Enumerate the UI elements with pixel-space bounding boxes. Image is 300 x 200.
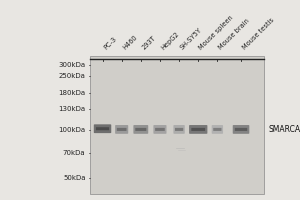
- Text: 180kDa: 180kDa: [58, 90, 85, 96]
- Text: 100kDa: 100kDa: [58, 127, 85, 133]
- FancyBboxPatch shape: [155, 128, 165, 131]
- Text: SMARCA5: SMARCA5: [268, 125, 300, 134]
- Text: 293T: 293T: [141, 35, 157, 51]
- FancyBboxPatch shape: [153, 125, 167, 134]
- FancyBboxPatch shape: [134, 125, 148, 134]
- Text: 70kDa: 70kDa: [63, 150, 86, 156]
- Text: 300kDa: 300kDa: [58, 62, 85, 68]
- Text: HepG2: HepG2: [160, 31, 180, 51]
- FancyBboxPatch shape: [189, 125, 207, 134]
- Text: H460: H460: [122, 34, 138, 51]
- Text: 50kDa: 50kDa: [63, 175, 86, 181]
- FancyBboxPatch shape: [191, 128, 205, 131]
- FancyBboxPatch shape: [235, 128, 247, 131]
- Text: PC-3: PC-3: [103, 36, 118, 51]
- FancyBboxPatch shape: [117, 128, 127, 131]
- FancyBboxPatch shape: [115, 125, 128, 134]
- FancyBboxPatch shape: [175, 128, 183, 131]
- Text: 250kDa: 250kDa: [58, 73, 85, 79]
- FancyBboxPatch shape: [173, 125, 185, 134]
- FancyBboxPatch shape: [94, 124, 111, 133]
- Text: Mouse testis: Mouse testis: [241, 17, 275, 51]
- FancyBboxPatch shape: [233, 125, 249, 134]
- FancyBboxPatch shape: [135, 128, 146, 131]
- Text: 130kDa: 130kDa: [58, 106, 85, 112]
- Text: Mouse brain: Mouse brain: [218, 18, 250, 51]
- Text: Mouse spleen: Mouse spleen: [198, 14, 235, 51]
- FancyBboxPatch shape: [212, 125, 223, 134]
- Text: SH-SY5Y: SH-SY5Y: [179, 27, 203, 51]
- FancyBboxPatch shape: [96, 127, 109, 130]
- Bar: [90, 56, 264, 194]
- FancyBboxPatch shape: [213, 128, 221, 131]
